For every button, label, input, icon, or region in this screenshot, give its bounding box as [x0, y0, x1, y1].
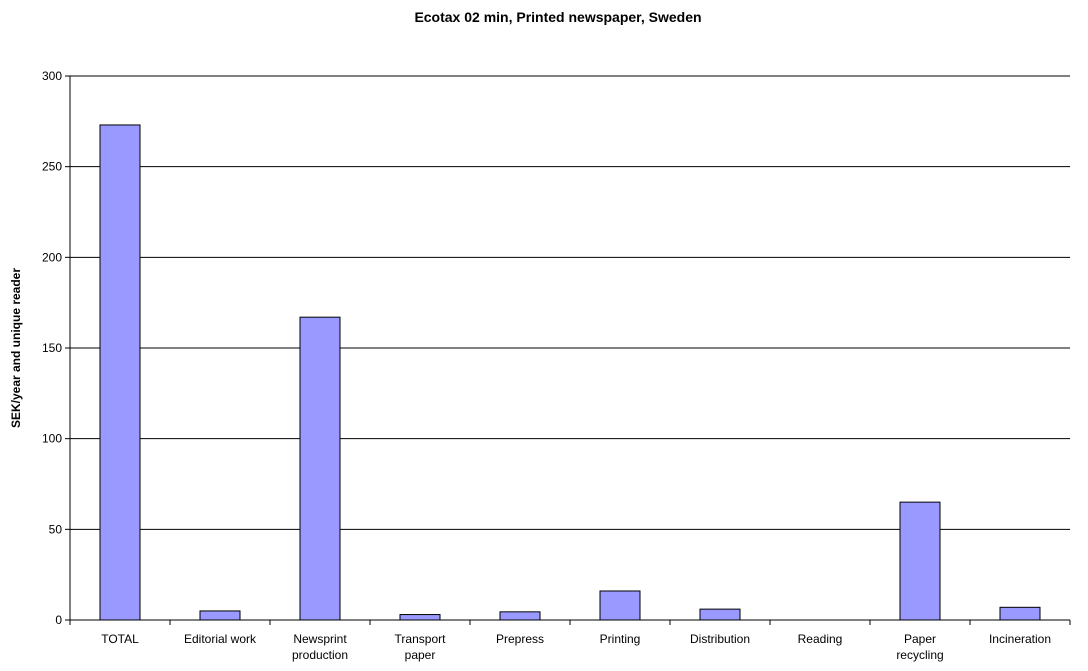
y-tick-label: 200 — [42, 250, 62, 264]
y-tick-label: 300 — [42, 69, 62, 83]
x-category-label: Prepress — [496, 632, 544, 646]
x-category-label: Distribution — [690, 632, 750, 646]
x-category-label: paper — [405, 648, 436, 662]
x-category-labels: TOTAL Editorial work Newsprint production Tr… — [101, 632, 1051, 662]
y-axis-title: SEK/year and unique reader — [9, 268, 23, 428]
y-tick-label: 150 — [42, 341, 62, 355]
x-category-label: TOTAL — [101, 632, 139, 646]
y-tick-label: 100 — [42, 432, 62, 446]
bar — [299, 316, 341, 621]
chart-title: Ecotax 02 min, Printed newspaper, Sweden — [414, 9, 701, 25]
gridlines — [70, 75, 1070, 530]
y-tick-label: 250 — [42, 160, 62, 174]
x-category-label: recycling — [896, 648, 943, 662]
x-category-label: Newsprint — [293, 632, 347, 646]
bar — [899, 501, 941, 621]
bar — [399, 614, 441, 621]
y-tick-label: 0 — [55, 613, 62, 627]
axes — [65, 75, 1071, 625]
x-category-label: Paper — [904, 632, 936, 646]
x-category-label: Transport — [395, 632, 447, 646]
x-category-label: Reading — [798, 632, 843, 646]
bar — [499, 611, 541, 621]
bar — [699, 608, 741, 621]
x-category-label: Incineration — [989, 632, 1051, 646]
x-category-label: Printing — [600, 632, 641, 646]
bar — [999, 606, 1041, 621]
bars — [99, 124, 1041, 621]
y-tick-label: 50 — [49, 522, 63, 536]
x-category-label: production — [292, 648, 348, 662]
x-category-label: Editorial work — [184, 632, 257, 646]
bar — [99, 124, 141, 621]
y-tick-labels: 0 50 100 150 200 250 300 — [42, 69, 62, 627]
bar — [599, 590, 641, 621]
bar — [199, 610, 241, 621]
